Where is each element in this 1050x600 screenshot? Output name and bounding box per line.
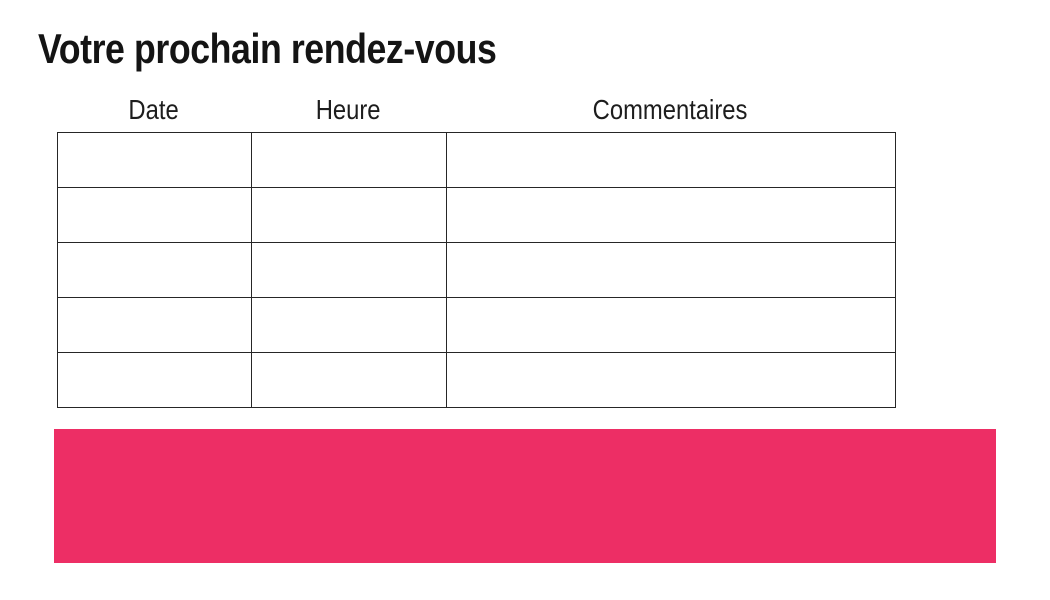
table-cell (446, 352, 896, 408)
table-cell (57, 242, 252, 298)
table-cell (251, 132, 447, 188)
table-cell (251, 352, 447, 408)
appointments-table (57, 132, 896, 408)
table-cell (57, 132, 252, 188)
table-cell (251, 297, 447, 353)
page-title: Votre prochain rendez-vous (38, 25, 497, 72)
table-cell (57, 352, 252, 408)
table-row (57, 297, 896, 353)
column-header-heure: Heure (251, 91, 446, 129)
table-row (57, 352, 896, 408)
table-cell (251, 242, 447, 298)
table-row (57, 242, 896, 298)
column-header-commentaires: Commentaires (446, 91, 895, 129)
column-header-date-label: Date (128, 94, 180, 125)
column-header-commentaires-label: Commentaires (593, 94, 748, 125)
table-row (57, 132, 896, 188)
table-cell (251, 187, 447, 243)
table-cell (446, 297, 896, 353)
table-cell (446, 132, 896, 188)
table-cell (57, 297, 252, 353)
table-cell (57, 187, 252, 243)
table-header-row: Date Heure Commentaires (57, 91, 895, 129)
table-cell (446, 242, 896, 298)
column-header-heure-label: Heure (316, 94, 381, 125)
pink-banner (54, 429, 996, 563)
table-cell (446, 187, 896, 243)
column-header-date: Date (57, 91, 251, 129)
table-row (57, 187, 896, 243)
appointments-table-body (57, 132, 896, 408)
